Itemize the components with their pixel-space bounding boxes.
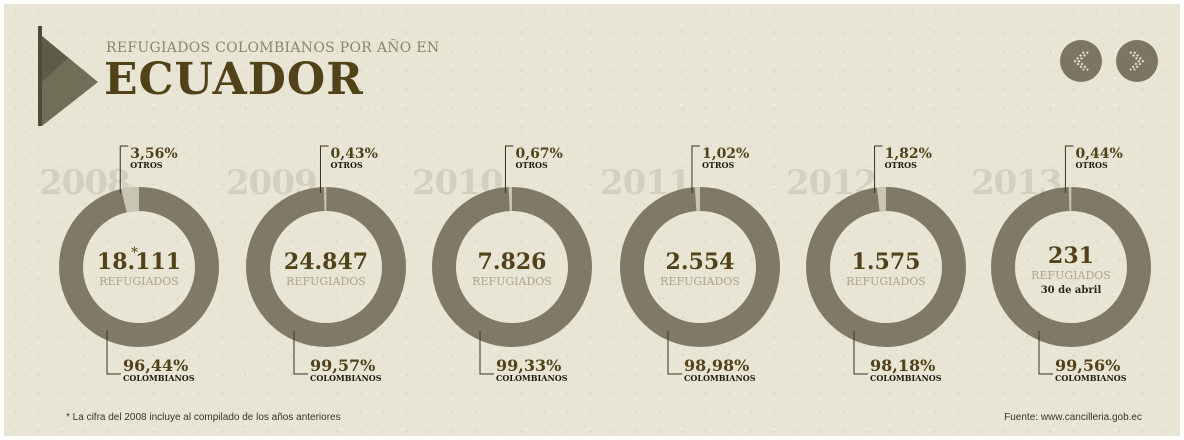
colombianos-leader-line [293, 331, 308, 375]
colombianos-leader-line [1038, 331, 1053, 375]
chart-title: ECUADOR [104, 54, 364, 105]
otros-ring-segment [246, 187, 406, 347]
colombianos-series-label: COLOMBIANOS [870, 373, 942, 383]
refugee-count: 24.847 [284, 249, 368, 275]
colombianos-ring-segment [620, 187, 780, 347]
colombianos-series-label: COLOMBIANOS [1055, 373, 1127, 383]
otros-series-label: OTROS [130, 160, 163, 170]
otros-leader-line [1064, 145, 1074, 193]
otros-ring-segment [991, 187, 1151, 347]
asterisk-mark: * [131, 245, 138, 261]
colombianos-percent-label: 99,57% [310, 356, 375, 375]
otros-leader-line [319, 145, 329, 193]
otros-leader-line [504, 145, 514, 193]
otros-percent-label: 1,82% [885, 146, 932, 162]
otros-leader-line [119, 145, 129, 193]
colombianos-ring-segment [432, 187, 592, 347]
otros-ring-segment [432, 187, 592, 347]
colombianos-ring-segment [806, 187, 966, 347]
otros-series-label: OTROS [515, 160, 548, 170]
refugee-unit-label: REFUGIADOS [472, 275, 552, 288]
colombianos-percent-label: 98,98% [684, 356, 749, 375]
colombianos-leader-line [479, 331, 494, 375]
colombianos-leader-line [667, 331, 682, 375]
title-banner-flag [38, 26, 98, 126]
refugee-count: 1.575 [852, 249, 921, 275]
chart-subtitle: REFUGIADOS COLOMBIANOS POR AÑO EN [106, 40, 440, 56]
otros-series-label: OTROS [1075, 160, 1108, 170]
otros-series-label: OTROS [330, 160, 363, 170]
otros-percent-label: 1,02% [702, 146, 749, 162]
colombianos-series-label: COLOMBIANOS [684, 373, 756, 383]
otros-percent-label: 0,44% [1075, 146, 1122, 162]
chevron-left-icon [1073, 51, 1089, 71]
refugee-unit-label: REFUGIADOS [286, 275, 366, 288]
refugee-count: 7.826 [478, 249, 547, 275]
colombianos-series-label: COLOMBIANOS [496, 373, 568, 383]
date-note: 30 de abril [1041, 285, 1102, 296]
colombianos-percent-label: 96,44% [123, 356, 188, 375]
colombianos-series-label: COLOMBIANOS [310, 373, 382, 383]
refugee-unit-label: REFUGIADOS [1031, 269, 1111, 282]
refugee-unit-label: REFUGIADOS [846, 275, 926, 288]
colombianos-percent-label: 98,18% [870, 356, 935, 375]
colombianos-percent-label: 99,33% [496, 356, 561, 375]
refugee-unit-label: REFUGIADOS [99, 275, 179, 288]
next-button[interactable] [1116, 40, 1158, 82]
otros-percent-label: 3,56% [130, 146, 177, 162]
otros-series-label: OTROS [885, 160, 918, 170]
refugee-count: 2.554 [666, 249, 735, 275]
refugee-count: 18.111 [97, 249, 181, 275]
source-credit: Fuente: www.cancilleria.gob.ec [1004, 412, 1142, 423]
previous-button[interactable] [1060, 40, 1102, 82]
colombianos-leader-line [853, 331, 868, 375]
chevron-right-icon [1129, 51, 1145, 71]
colombianos-leader-line [106, 331, 121, 375]
otros-percent-label: 0,67% [515, 146, 562, 162]
footnote: * La cifra del 2008 incluye al compilado… [66, 412, 341, 423]
refugee-count: 231 [1048, 243, 1094, 269]
otros-percent-label: 0,43% [330, 146, 377, 162]
otros-leader-line [691, 145, 700, 193]
colombianos-percent-label: 99,56% [1055, 356, 1120, 375]
infographic-panel: REFUGIADOS COLOMBIANOS POR AÑO EN ECUADO… [4, 4, 1180, 436]
refugee-unit-label: REFUGIADOS [660, 275, 740, 288]
otros-ring-segment [59, 187, 219, 347]
otros-leader-line [874, 145, 883, 193]
colombianos-series-label: COLOMBIANOS [123, 373, 195, 383]
colombianos-ring-segment [59, 187, 219, 347]
otros-ring-segment [620, 187, 780, 347]
otros-series-label: OTROS [702, 160, 735, 170]
